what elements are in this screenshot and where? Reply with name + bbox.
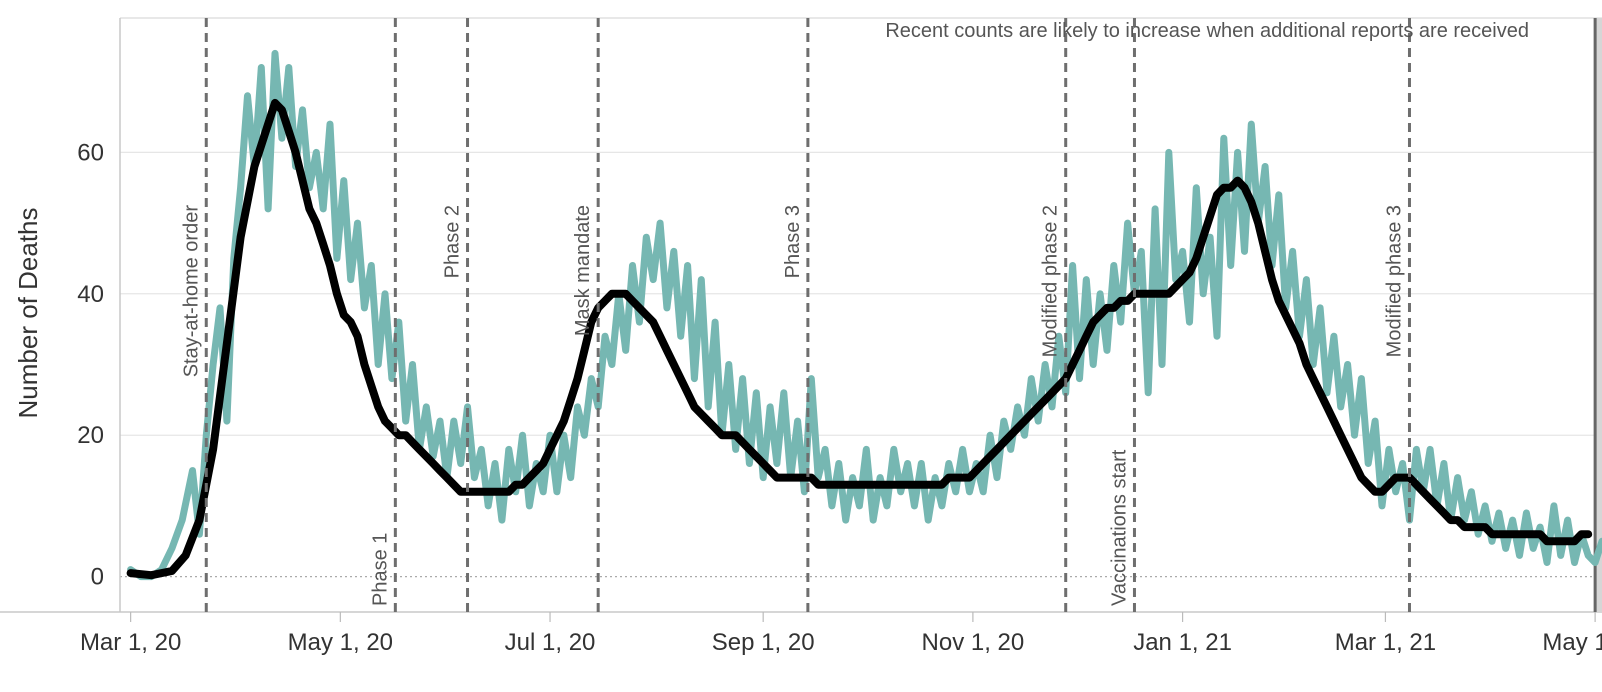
y-tick-label: 20 [77, 422, 104, 449]
event-markers: Stay-at-home order Phase 1 Phase 2 Mask man… [180, 18, 1411, 612]
x-tick-label: Jul 1, 20 [505, 629, 596, 656]
recent-counts-note: Recent counts are likely to increase whe… [885, 20, 1529, 42]
daily-deaths-line [127, 49, 1602, 581]
x-tick-label: Sep 1, 20 [712, 629, 815, 656]
shaded-recent-region [1595, 18, 1602, 612]
x-tick-label: Mar 1, 21 [1335, 629, 1436, 656]
x-tick-label: Jan 1, 21 [1133, 629, 1232, 656]
y-tick-label: 60 [77, 139, 104, 166]
x-tick-label: Mar 1, 20 [80, 629, 181, 656]
axis-ticks: 0 20 40 60 Mar 1, 20 May 1, 20 Jul 1, 20 Sep 1,… [77, 139, 1602, 656]
x-tick-label: May 1, 20 [288, 629, 393, 656]
x-tick-label: Nov 1, 20 [922, 629, 1025, 656]
event-label: Modified phase 3 [1383, 205, 1405, 357]
seven-day-average-line [126, 98, 1593, 580]
x-tick-label: May 1, 21 [1542, 629, 1602, 656]
y-axis-label: Number of Deaths [13, 208, 43, 419]
recent-data-shaded-region [1593, 18, 1602, 612]
event-label: Modified phase 2 [1040, 205, 1062, 357]
event-label: Phase 2 [442, 205, 464, 278]
axis-frame [0, 17, 1602, 613]
event-label: Vaccinations start [1108, 449, 1130, 606]
event-label: Stay-at-home order [180, 205, 202, 378]
y-tick-label: 40 [77, 281, 104, 308]
event-label: Phase 3 [782, 205, 804, 278]
series-lines [126, 49, 1602, 581]
event-label: Phase 1 [369, 533, 391, 606]
event-label: Mask mandate [572, 205, 594, 336]
y-tick-label: 0 [91, 564, 104, 591]
